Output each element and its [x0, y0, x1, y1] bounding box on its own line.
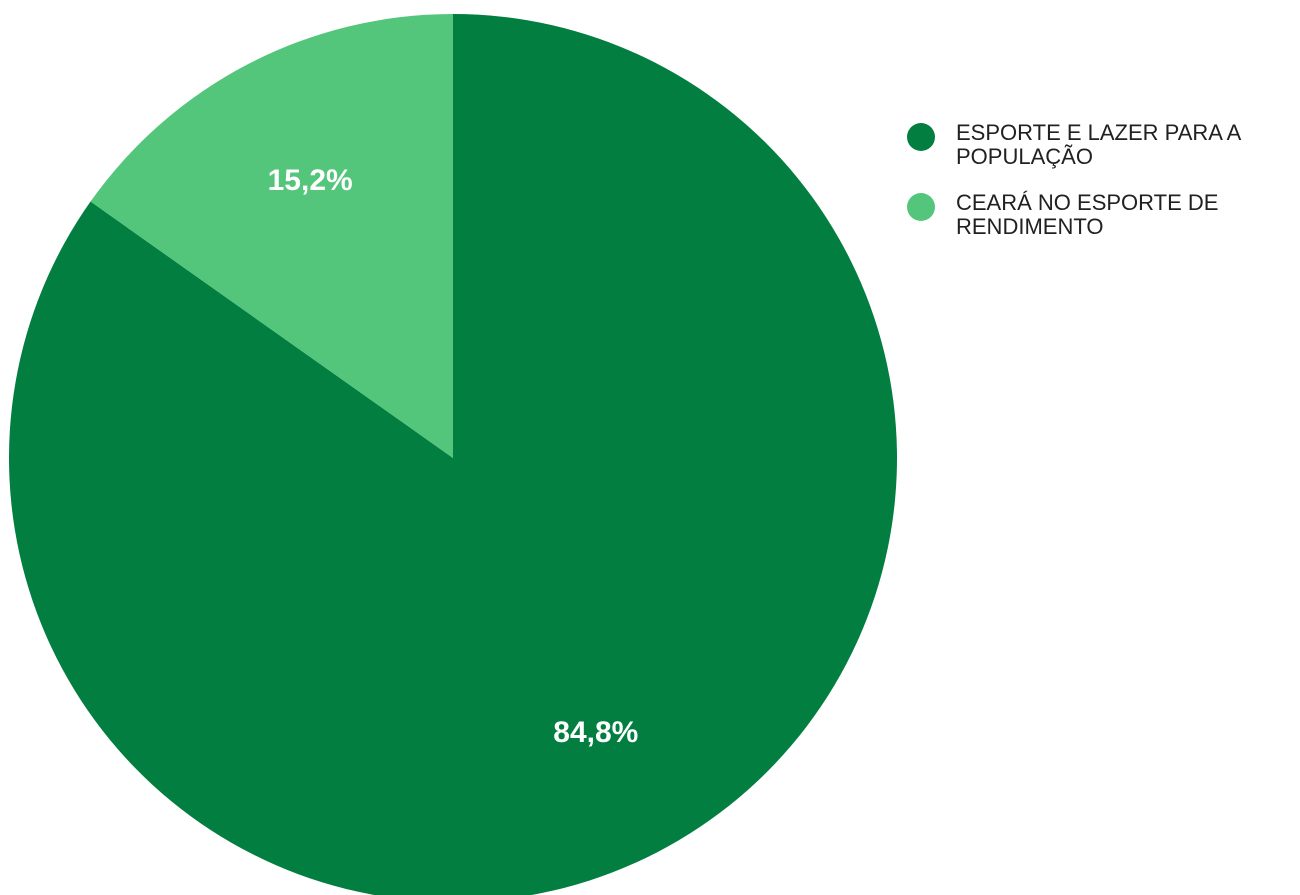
slice-data-label: 15,2%: [268, 164, 353, 197]
legend-label: CEARÁ NO ESPORTE DE RENDIMENTO: [956, 190, 1219, 239]
legend-swatch: [907, 193, 935, 221]
legend-swatch: [907, 123, 935, 151]
legend-item[interactable]: CEARÁ NO ESPORTE DE RENDIMENTO: [907, 191, 1292, 239]
legend-item[interactable]: ESPORTE E LAZER PARA A POPULAÇÃO: [907, 121, 1292, 169]
slice-data-label: 84,8%: [553, 716, 638, 749]
pie-slice[interactable]: [9, 14, 897, 895]
chart-legend: ESPORTE E LAZER PARA A POPULAÇÃO CEARÁ N…: [907, 121, 1292, 261]
legend-label: ESPORTE E LAZER PARA A POPULAÇÃO: [956, 120, 1241, 169]
pie-slice[interactable]: [90, 14, 453, 458]
